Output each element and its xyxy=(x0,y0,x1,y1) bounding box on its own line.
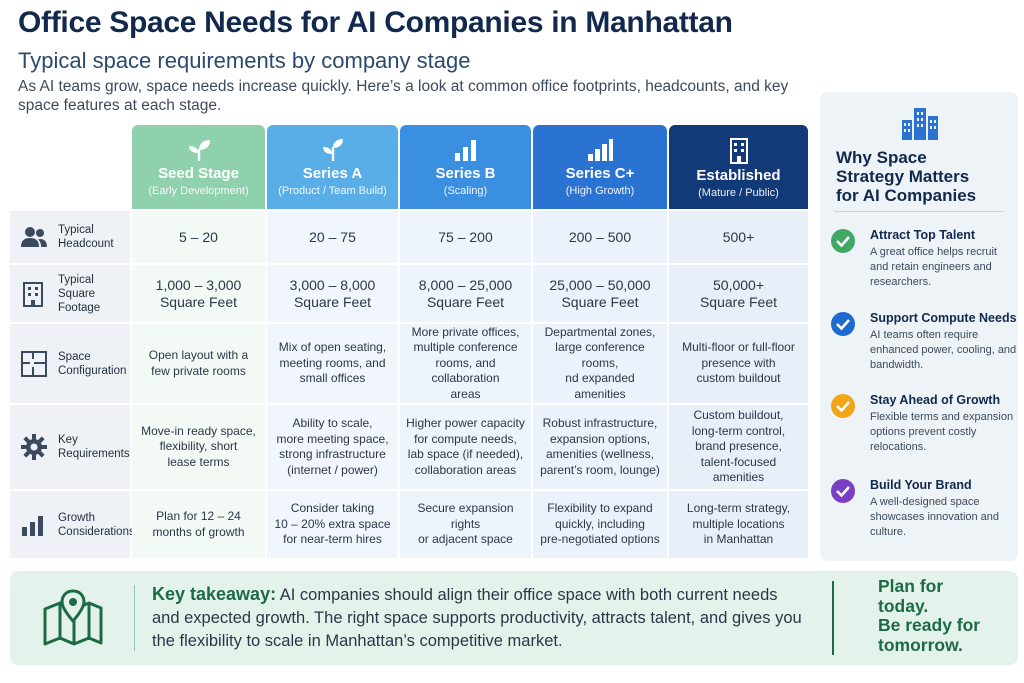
takeaway-text: Key takeaway: AI companies should align … xyxy=(152,583,802,653)
cell-series-b: Secure expansion rights or adjacent spac… xyxy=(400,491,531,558)
cell-seed: 5 – 20 xyxy=(132,211,265,263)
cell-series-c: Flexibility to expand quickly, including… xyxy=(533,491,667,558)
row-label: Growth Considerations xyxy=(10,491,135,558)
row-label: Typical Headcount xyxy=(10,211,130,263)
column-stage-label: Established xyxy=(696,167,781,184)
bar-chart-icon xyxy=(454,140,476,161)
sidebar-title: Why Space Strategy Matters for AI Compan… xyxy=(836,148,977,205)
divider xyxy=(834,211,1004,212)
point-heading: Support Compute Needs xyxy=(870,311,1017,325)
point-heading: Stay Ahead of Growth xyxy=(870,393,1001,407)
cell-series-b: Higher power capacity for compute needs,… xyxy=(400,405,531,489)
cell-series-a: 3,000 – 8,000 Square Feet xyxy=(267,265,398,322)
column-header-seed: Seed Stage (Early Development) xyxy=(132,125,265,209)
takeaway-lead: Key takeaway: xyxy=(152,584,277,604)
divider xyxy=(134,585,135,651)
cell-series-c: Robust infrastructure, expansion options… xyxy=(533,405,667,489)
cell-series-a: Consider taking 10 – 20% extra space for… xyxy=(267,491,398,558)
column-header-series-b: Series B (Scaling) xyxy=(400,125,531,209)
page-subtitle: Typical space requirements by company st… xyxy=(18,48,471,73)
row-space-configuration: Space Configuration Open layout with a f… xyxy=(10,324,808,403)
people-icon xyxy=(21,227,47,247)
check-circle-icon xyxy=(831,394,855,418)
column-stage-sub: (Early Development) xyxy=(148,185,249,197)
cell-series-c: Departmental zones, large conference roo… xyxy=(533,324,667,403)
point-body: A well-designed space showcases innovati… xyxy=(870,496,1000,538)
sprout-icon xyxy=(188,140,210,161)
point-heading: Attract Top Talent xyxy=(870,228,976,242)
column-stage-sub: (Scaling) xyxy=(443,185,488,197)
city-icon xyxy=(902,108,938,140)
row-label: Typical Square Footage xyxy=(10,265,130,322)
column-stage-label: Series C+ xyxy=(565,165,635,182)
column-header-series-c: Series C+ (High Growth) xyxy=(533,125,667,209)
cell-series-a: Ability to scale, more meeting space, st… xyxy=(267,405,398,489)
cell-series-b: 8,000 – 25,000 Square Feet xyxy=(400,265,531,322)
row-growth-considerations: Growth Considerations Plan for 12 – 24 m… xyxy=(10,491,808,558)
column-header-established: Established (Mature / Public) xyxy=(669,125,808,209)
point-body: Flexible terms and expansion options pre… xyxy=(870,411,1014,453)
plant-icon xyxy=(322,139,343,161)
bar-chart-icon xyxy=(588,139,613,161)
key-takeaway-banner: Key takeaway: AI companies should align … xyxy=(10,571,1018,665)
cell-established: 500+ xyxy=(669,211,808,263)
column-stage-sub: (Mature / Public) xyxy=(698,187,779,199)
cell-series-b: More private offices, multiple conferenc… xyxy=(400,324,531,403)
intro-text: As AI teams grow, space needs increase q… xyxy=(18,78,789,114)
column-stage-sub: (High Growth) xyxy=(565,185,635,197)
row-key-requirements: Key Requirements Move-in ready space, fl… xyxy=(10,405,808,489)
cell-established: 50,000+ Square Feet xyxy=(669,265,808,322)
gear-icon xyxy=(21,434,47,460)
map-pin-icon xyxy=(43,589,103,646)
cell-series-a: 20 – 75 xyxy=(267,211,398,263)
divider xyxy=(832,581,834,655)
cell-seed: Move-in ready space, flexibility, short … xyxy=(132,405,265,489)
page-title: Office Space Needs for AI Companies in M… xyxy=(18,6,733,39)
point-heading: Build Your Brand xyxy=(870,478,972,492)
cell-series-a: Mix of open seating, meeting rooms, and … xyxy=(267,324,398,403)
cell-series-b: 75 – 200 xyxy=(400,211,531,263)
point-body: AI teams often require enhanced power, c… xyxy=(870,329,1017,371)
office-building-icon xyxy=(23,281,43,307)
why-strategy-sidebar: Why Space Strategy Matters for AI Compan… xyxy=(820,92,1018,561)
floor-plan-icon xyxy=(21,350,47,377)
column-stage-sub: (Product / Team Build) xyxy=(278,185,387,197)
check-circle-icon xyxy=(831,312,855,336)
row-label-text: Key Requirements xyxy=(58,434,130,460)
cell-established: Custom buildout, long-term control, bran… xyxy=(669,405,808,489)
building-icon xyxy=(729,138,748,164)
column-stage-label: Series A xyxy=(302,165,363,182)
column-header-series-a: Series A (Product / Team Build) xyxy=(267,125,398,209)
row-label-text: Growth Considerations xyxy=(58,511,135,538)
takeaway-body: AI companies should align their office s… xyxy=(152,586,802,650)
takeaway-slogan: Plan for today. Be ready for tomorrow. xyxy=(878,576,981,655)
row-label-text: Typical Square Footage xyxy=(58,273,101,314)
row-label: Key Requirements xyxy=(10,405,130,489)
row-headcount: Typical Headcount 5 – 20 20 – 75 75 – 20… xyxy=(10,211,808,263)
row-label-text: Space Configuration xyxy=(58,350,127,377)
row-label: Space Configuration xyxy=(10,324,130,403)
cell-established: Long-term strategy, multiple locations i… xyxy=(669,491,808,558)
check-circle-icon xyxy=(831,229,855,253)
column-stage-label: Seed Stage xyxy=(158,165,239,182)
cell-seed: Plan for 12 – 24 months of growth xyxy=(132,491,265,558)
row-square-footage: Typical Square Footage 1,000 – 3,000 Squ… xyxy=(10,265,808,322)
cell-series-c: 200 – 500 xyxy=(533,211,667,263)
cell-seed: Open layout with a few private rooms xyxy=(132,324,265,403)
row-label-text: Typical Headcount xyxy=(58,224,114,250)
check-circle-icon xyxy=(831,479,855,503)
cell-established: Multi-floor or full-floor presence with … xyxy=(669,324,808,403)
growth-chart-icon xyxy=(22,515,43,536)
cell-seed: 1,000 – 3,000 Square Feet xyxy=(132,265,265,322)
point-body: A great office helps recruit and retain … xyxy=(870,246,997,288)
column-stage-label: Series B xyxy=(435,165,496,182)
cell-series-c: 25,000 – 50,000 Square Feet xyxy=(533,265,667,322)
